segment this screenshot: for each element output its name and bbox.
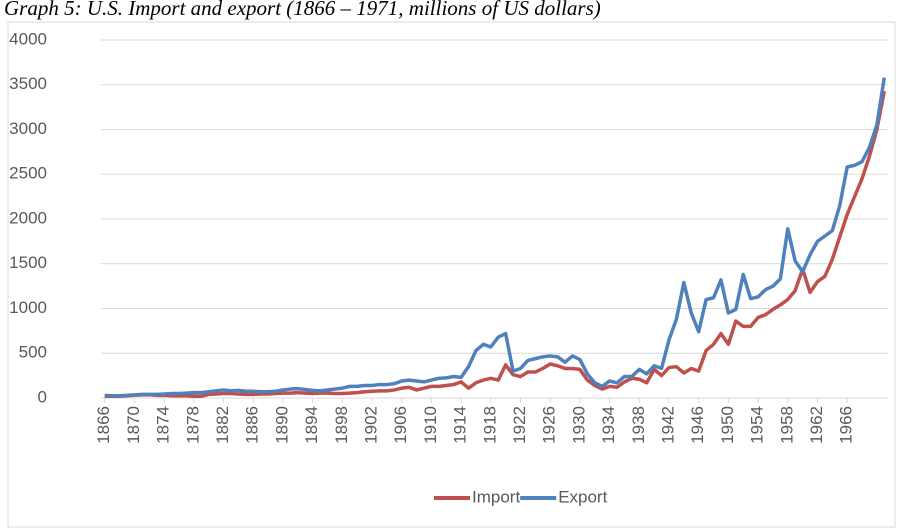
x-tick-label: 1958 (777, 406, 796, 444)
y-tick-label: 500 (19, 343, 47, 362)
y-tick-label: 3000 (9, 119, 47, 138)
x-tick-label: 1962 (807, 406, 826, 444)
x-tick-label: 1938 (629, 406, 648, 444)
x-tick-label: 1910 (421, 406, 440, 444)
x-tick-label: 1950 (718, 406, 737, 444)
x-tick-label: 1866 (94, 406, 113, 444)
y-tick-label: 3500 (9, 74, 47, 93)
x-tick-label: 1930 (569, 406, 588, 444)
y-tick-label: 1500 (9, 253, 47, 272)
x-tick-label: 1918 (480, 406, 499, 444)
x-tick-label: 1898 (332, 406, 351, 444)
x-tick-label: 1946 (688, 406, 707, 444)
x-tick-label: 1902 (361, 406, 380, 444)
x-tick-label: 1954 (748, 406, 767, 444)
x-tick-label: 1878 (183, 406, 202, 444)
y-tick-label: 4000 (9, 29, 47, 48)
x-tick-label: 1906 (391, 406, 410, 444)
y-tick-label: 2500 (9, 164, 47, 183)
data-line (104, 77, 887, 398)
x-tick-label: 1922 (510, 406, 529, 444)
x-tick-label: 1942 (658, 406, 677, 444)
x-tick-label: 1894 (302, 406, 321, 444)
data-line (104, 90, 887, 398)
x-tick-label: 1886 (243, 406, 262, 444)
x-tick-label: 1882 (213, 406, 232, 444)
x-tick-label: 1926 (540, 406, 559, 444)
legend-label: Import (472, 487, 520, 506)
x-tick-label: 1966 (837, 406, 856, 444)
x-tick-label: 1934 (599, 406, 618, 444)
legend-label: Export (558, 487, 607, 506)
y-tick-label: 2000 (9, 208, 47, 227)
chart-frame (7, 21, 896, 528)
x-tick-label: 1890 (272, 406, 291, 444)
x-tick-label: 1870 (124, 406, 143, 444)
x-tick-label: 1914 (451, 406, 470, 444)
y-tick-label: 0 (38, 387, 47, 406)
chart-title: Graph 5: U.S. Import and export (1866 – … (4, 0, 601, 20)
y-tick-label: 1000 (9, 298, 47, 317)
x-tick-label: 1874 (154, 406, 173, 444)
